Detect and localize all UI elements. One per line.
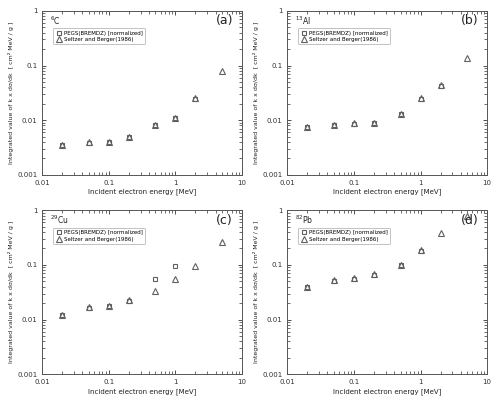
Legend: PEGS(BREMDZ) [normalized], Seltzer and Berger(1986): PEGS(BREMDZ) [normalized], Seltzer and B…: [53, 28, 145, 44]
PEGS(BREMDZ) [normalized]: [438, 83, 444, 88]
Seltzer and Berger(1986): [172, 276, 178, 281]
Text: (d): (d): [461, 214, 479, 226]
Seltzer and Berger(1986): [172, 116, 178, 120]
Seltzer and Berger(1986): [438, 231, 444, 236]
PEGS(BREMDZ) [normalized]: [60, 313, 66, 318]
Seltzer and Berger(1986): [398, 262, 404, 267]
Line: PEGS(BREMDZ) [normalized]: PEGS(BREMDZ) [normalized]: [60, 264, 178, 318]
Line: Seltzer and Berger(1986): Seltzer and Berger(1986): [60, 239, 225, 318]
PEGS(BREMDZ) [normalized]: [126, 299, 132, 303]
Seltzer and Berger(1986): [106, 303, 112, 308]
PEGS(BREMDZ) [normalized]: [60, 143, 66, 147]
PEGS(BREMDZ) [normalized]: [152, 123, 158, 128]
Line: Seltzer and Berger(1986): Seltzer and Berger(1986): [304, 55, 470, 130]
PEGS(BREMDZ) [normalized]: [331, 279, 337, 284]
PEGS(BREMDZ) [normalized]: [86, 306, 92, 311]
Seltzer and Berger(1986): [86, 139, 92, 144]
PEGS(BREMDZ) [normalized]: [371, 120, 377, 125]
X-axis label: Incident electron energy [MeV]: Incident electron energy [MeV]: [333, 189, 442, 195]
Text: $^{13}$Al: $^{13}$Al: [296, 14, 311, 27]
Y-axis label: Integrated value of k x dσ/dk  [ cm² MeV / g ]: Integrated value of k x dσ/dk [ cm² MeV …: [8, 221, 14, 364]
Seltzer and Berger(1986): [192, 96, 198, 101]
PEGS(BREMDZ) [normalized]: [126, 134, 132, 139]
Legend: PEGS(BREMDZ) [normalized], Seltzer and Berger(1986): PEGS(BREMDZ) [normalized], Seltzer and B…: [53, 228, 145, 244]
Seltzer and Berger(1986): [371, 272, 377, 277]
PEGS(BREMDZ) [normalized]: [304, 125, 310, 129]
Legend: PEGS(BREMDZ) [normalized], Seltzer and Berger(1986): PEGS(BREMDZ) [normalized], Seltzer and B…: [298, 28, 390, 44]
PEGS(BREMDZ) [normalized]: [351, 122, 357, 127]
Line: Seltzer and Berger(1986): Seltzer and Berger(1986): [60, 69, 225, 148]
Seltzer and Berger(1986): [351, 276, 357, 281]
PEGS(BREMDZ) [normalized]: [418, 97, 424, 102]
Text: (c): (c): [216, 214, 233, 226]
PEGS(BREMDZ) [normalized]: [371, 273, 377, 278]
Line: PEGS(BREMDZ) [normalized]: PEGS(BREMDZ) [normalized]: [60, 97, 198, 147]
Seltzer and Berger(1986): [464, 213, 470, 218]
Seltzer and Berger(1986): [331, 278, 337, 283]
PEGS(BREMDZ) [normalized]: [106, 303, 112, 308]
Y-axis label: Integrated value of k x dσ/dk  [ cm² MeV / g ]: Integrated value of k x dσ/dk [ cm² MeV …: [254, 221, 260, 364]
Seltzer and Berger(1986): [371, 120, 377, 125]
X-axis label: Incident electron energy [MeV]: Incident electron energy [MeV]: [88, 189, 196, 195]
Seltzer and Berger(1986): [86, 305, 92, 310]
Y-axis label: Integrated value of k x dσ/dk  [ cm² MeV / g ]: Integrated value of k x dσ/dk [ cm² MeV …: [254, 22, 260, 164]
PEGS(BREMDZ) [normalized]: [398, 112, 404, 116]
PEGS(BREMDZ) [normalized]: [106, 139, 112, 144]
Seltzer and Berger(1986): [304, 284, 310, 289]
Seltzer and Berger(1986): [219, 240, 225, 245]
PEGS(BREMDZ) [normalized]: [351, 277, 357, 282]
Legend: PEGS(BREMDZ) [normalized], Seltzer and Berger(1986): PEGS(BREMDZ) [normalized], Seltzer and B…: [298, 228, 390, 244]
Text: (a): (a): [216, 14, 234, 27]
Seltzer and Berger(1986): [464, 55, 470, 60]
PEGS(BREMDZ) [normalized]: [172, 116, 178, 120]
PEGS(BREMDZ) [normalized]: [192, 97, 198, 102]
Text: $^{29}$Cu: $^{29}$Cu: [50, 214, 68, 226]
X-axis label: Incident electron energy [MeV]: Incident electron energy [MeV]: [88, 388, 196, 395]
Seltzer and Berger(1986): [398, 112, 404, 116]
PEGS(BREMDZ) [normalized]: [86, 141, 92, 145]
PEGS(BREMDZ) [normalized]: [331, 123, 337, 128]
Seltzer and Berger(1986): [192, 263, 198, 268]
Seltzer and Berger(1986): [106, 139, 112, 144]
Text: $^{82}$Pb: $^{82}$Pb: [296, 214, 314, 226]
Seltzer and Berger(1986): [60, 143, 66, 147]
X-axis label: Incident electron energy [MeV]: Incident electron energy [MeV]: [333, 388, 442, 395]
PEGS(BREMDZ) [normalized]: [152, 277, 158, 282]
Text: (b): (b): [461, 14, 479, 27]
Seltzer and Berger(1986): [304, 125, 310, 129]
Seltzer and Berger(1986): [126, 134, 132, 139]
Seltzer and Berger(1986): [152, 288, 158, 293]
Seltzer and Berger(1986): [418, 247, 424, 252]
Seltzer and Berger(1986): [351, 121, 357, 126]
Seltzer and Berger(1986): [152, 123, 158, 128]
Y-axis label: Integrated value of k x dσ/dk  [ cm² MeV / g ]: Integrated value of k x dσ/dk [ cm² MeV …: [8, 22, 14, 164]
PEGS(BREMDZ) [normalized]: [172, 264, 178, 268]
PEGS(BREMDZ) [normalized]: [418, 249, 424, 253]
Seltzer and Berger(1986): [126, 297, 132, 302]
Seltzer and Berger(1986): [331, 123, 337, 127]
Line: Seltzer and Berger(1986): Seltzer and Berger(1986): [304, 213, 470, 289]
Seltzer and Berger(1986): [60, 313, 66, 318]
Line: PEGS(BREMDZ) [normalized]: PEGS(BREMDZ) [normalized]: [305, 83, 443, 129]
PEGS(BREMDZ) [normalized]: [398, 262, 404, 267]
Text: $^{6}$C: $^{6}$C: [50, 14, 61, 27]
PEGS(BREMDZ) [normalized]: [304, 284, 310, 289]
Seltzer and Berger(1986): [438, 83, 444, 87]
Line: PEGS(BREMDZ) [normalized]: PEGS(BREMDZ) [normalized]: [305, 249, 423, 289]
Seltzer and Berger(1986): [219, 69, 225, 74]
Seltzer and Berger(1986): [418, 96, 424, 101]
